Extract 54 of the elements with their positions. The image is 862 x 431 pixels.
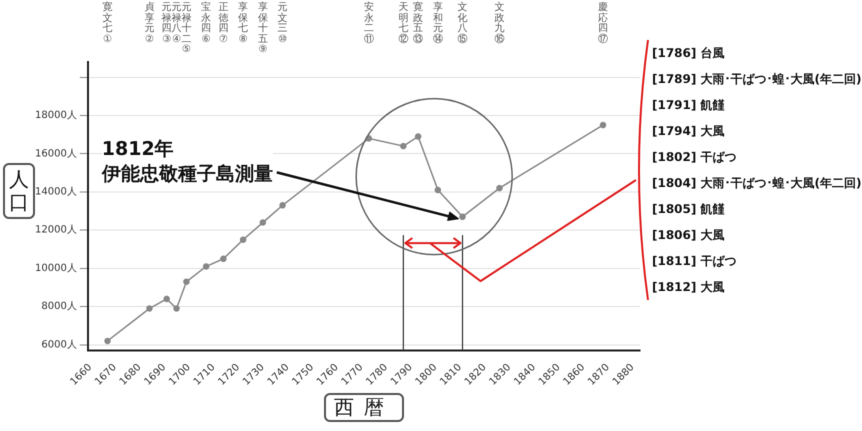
point	[459, 214, 466, 220]
point	[173, 305, 180, 312]
text: [1791] 飢饉	[652, 97, 726, 114]
point	[279, 202, 286, 209]
text: 元禄八④	[172, 2, 182, 45]
text: 慶応四⑰	[597, 2, 610, 45]
point	[183, 278, 190, 285]
point	[600, 122, 606, 128]
point	[202, 263, 210, 270]
text: 享保七⑧	[237, 2, 250, 45]
point	[240, 236, 246, 243]
point	[434, 186, 442, 194]
point	[496, 184, 503, 192]
y-tick-label: 8000人	[41, 301, 77, 312]
point	[414, 133, 422, 140]
point	[163, 296, 170, 302]
text: [1805] 飢饉	[652, 201, 726, 218]
text: 寛文七①	[102, 2, 114, 45]
text: 天明七⑫	[397, 2, 410, 45]
y-tick-label: 16000人	[35, 148, 77, 160]
text: 享和元⑭	[432, 2, 444, 45]
y-tick-label: 12000人	[35, 224, 77, 236]
point	[146, 305, 153, 312]
y-tick-label: 6000人	[41, 339, 77, 350]
y-tick-label: 14000人	[35, 186, 77, 198]
point	[260, 219, 266, 226]
text: [1789] 大雨･干ばつ･蝗･大風(年二回)	[652, 71, 862, 88]
text: 寛政五⑬	[412, 2, 424, 45]
text: 元文三⑩	[276, 2, 289, 45]
point	[400, 142, 407, 150]
text: 享保十五⑨	[256, 2, 269, 56]
text: [1806] 大風	[652, 227, 726, 244]
text: [1811] 干ばつ	[652, 253, 738, 270]
y-tick-label: 10000人	[35, 262, 77, 274]
text: 文政九⑯	[493, 2, 506, 45]
annotation: 1812年	[102, 137, 175, 162]
text: 安永二⑪	[362, 2, 375, 45]
text: 正徳四⑦	[217, 2, 230, 45]
text: [1804] 大雨･干ばつ･蝗･大風(年二回)	[652, 175, 862, 192]
text: 貞享元②	[143, 2, 156, 45]
text: [1812] 大風	[652, 279, 726, 296]
y-axis-title: 人口	[9, 166, 29, 214]
x-axis-title: 西暦	[324, 393, 404, 422]
text: [1802] 干ばつ	[652, 149, 738, 166]
text: [1786] 台風	[652, 45, 726, 62]
point	[104, 338, 111, 344]
text: 元禄四③	[160, 2, 172, 45]
text: 宝永四⑥	[200, 2, 212, 45]
y-tick-label: 18000人	[35, 110, 77, 122]
text: 文化八⑮	[456, 2, 468, 45]
point	[220, 256, 227, 262]
text: 元禄十二⑤	[181, 2, 192, 56]
text: [1794] 大風	[652, 123, 726, 140]
annotation: 伊能忠敬種子島測量	[102, 162, 273, 186]
